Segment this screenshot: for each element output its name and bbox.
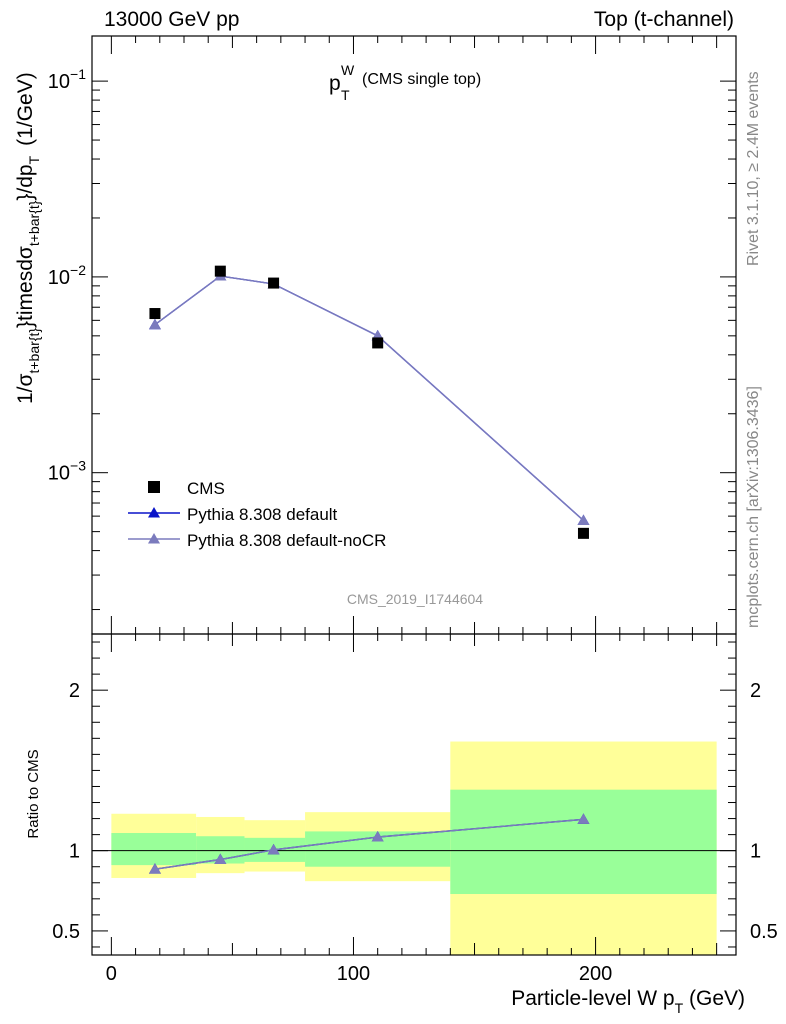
pythia-nocr-ratio-marker xyxy=(577,813,590,824)
plot-title: p xyxy=(329,72,341,95)
legend-default-marker xyxy=(148,507,160,518)
plot-title-subscript: T xyxy=(341,87,350,103)
pythia-nocr-marker xyxy=(148,318,161,330)
legend-nocr-label: Pythia 8.308 default-noCR xyxy=(187,531,386,550)
legend-cms-marker xyxy=(148,481,160,493)
ratio-tick-label-left-2: 2 xyxy=(69,680,80,702)
ratio-plot-frame xyxy=(91,633,737,956)
legend-cms-label: CMS xyxy=(187,479,225,498)
x-tick-label-2: 200 xyxy=(579,963,612,985)
ratio-tick-label-right-2: 2 xyxy=(750,680,761,702)
x-axis-label: Particle-level W pT (GeV) xyxy=(511,987,745,1016)
pythia-nocr-ratio-marker xyxy=(371,831,384,842)
analysis-watermark: CMS_2019_I1744604 xyxy=(347,591,483,607)
y-axis-label: 1/σt+bar{t}}timesdσt+bar{t}}/dpT(1/GeV) xyxy=(14,72,42,404)
pythia-nocr-ratio-marker xyxy=(148,863,161,874)
ratio-inner-band-0 xyxy=(111,833,197,866)
cms-data-point xyxy=(214,265,226,277)
ratio-tick-label-left-0: 0.5 xyxy=(52,921,80,943)
plot-title-superscript: W xyxy=(341,62,355,78)
pythia-nocr-ratio-marker xyxy=(214,853,227,865)
cms-data-point xyxy=(372,337,384,349)
pythia-nocr-marker xyxy=(577,514,590,525)
y-tick-label-1: 10−2 xyxy=(48,262,86,289)
ratio-tick-label-right-0: 0.5 xyxy=(750,921,778,943)
ratio-inner-band-4 xyxy=(450,789,717,895)
ratio-y-axis-label: Ratio to CMS xyxy=(25,749,42,838)
y-tick-label-2: 10−1 xyxy=(48,66,86,93)
legend-default-label: Pythia 8.308 default xyxy=(187,505,338,524)
header-right-label: Top (t-channel) xyxy=(593,8,734,31)
cms-data-point xyxy=(268,277,280,289)
plot-title-note: (CMS single top) xyxy=(362,71,481,88)
legend-nocr-marker xyxy=(148,533,160,544)
ratio-tick-label-right-1: 1 xyxy=(750,841,761,863)
ratio-tick-label-left-1: 1 xyxy=(69,841,80,863)
cms-data-point xyxy=(149,308,161,320)
cms-data-point xyxy=(577,527,589,539)
x-tick-label-0: 0 xyxy=(106,963,117,985)
y-tick-label-0: 10−3 xyxy=(48,458,86,485)
x-tick-label-1: 100 xyxy=(337,963,370,985)
header-left-label: 13000 GeV pp xyxy=(104,8,240,31)
pythia-nocr-ratio-marker xyxy=(267,843,280,855)
